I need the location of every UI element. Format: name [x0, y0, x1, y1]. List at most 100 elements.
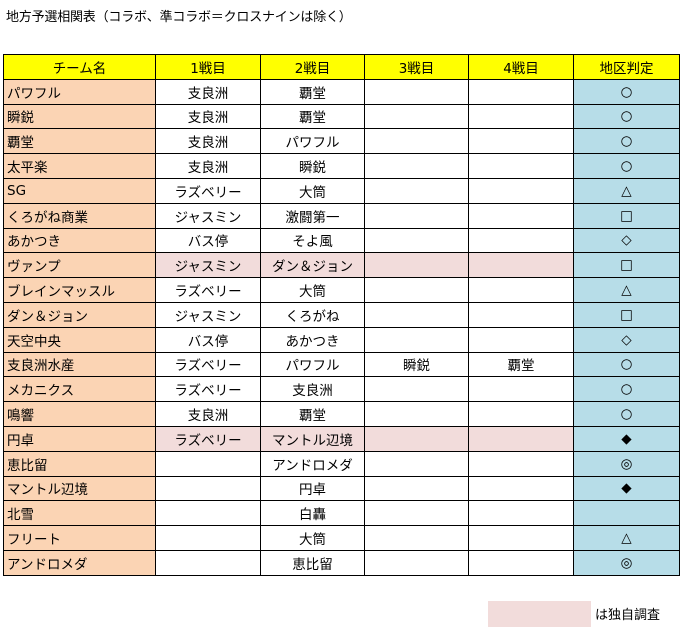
- table-row: ブレインマッスル ラズベリー 大筒 △: [3, 277, 680, 303]
- game-1-cell: [155, 450, 261, 477]
- team-name-cell: フリート: [3, 525, 156, 551]
- table-row: 天空中央 バス停 あかつき ◇: [3, 326, 680, 353]
- game-1-cell: 支良洲: [155, 401, 261, 427]
- table-row: 太平楽 支良洲 瞬鋭 ○: [3, 153, 680, 179]
- table-row: SG ラズベリー 大筒 △: [3, 177, 680, 204]
- game-1-cell: ジャスミン: [155, 202, 261, 229]
- table-body: パワフル 支良洲 覇堂 ○ 瞬鋭 支良洲 覇堂 ○ 覇堂 支良洲 パワフル ○ 太平楽 支良洲 瞬鋭 ○ SG ラ…: [3, 78, 680, 576]
- game-1-cell: ラズベリー: [155, 277, 261, 303]
- district-judgement-cell: ○: [573, 78, 680, 105]
- game-1-cell: バス停: [155, 227, 261, 254]
- game-2-cell: そよ風: [260, 227, 365, 254]
- district-judgement-cell: △: [573, 277, 680, 303]
- game-2-cell: マントル辺境: [260, 425, 365, 452]
- game-3-cell: [364, 78, 469, 105]
- game-3-cell: [364, 301, 469, 328]
- table-row: ヴァンプ ジャスミン ダン＆ジョン □: [3, 252, 680, 279]
- game-3-cell: [364, 326, 469, 353]
- game-1-cell: ラズベリー: [155, 425, 261, 452]
- game-1-cell: [155, 549, 261, 576]
- game-3-cell: [364, 525, 469, 551]
- table-row: 北雪 白轟: [3, 500, 680, 527]
- game-3-cell: [364, 376, 469, 403]
- game-4-cell: [468, 326, 574, 353]
- header-game-3: 3戦目: [364, 54, 469, 80]
- table-row: パワフル 支良洲 覇堂 ○: [3, 78, 680, 105]
- game-4-cell: [468, 252, 574, 279]
- game-2-cell: 大筒: [260, 277, 365, 303]
- game-4-cell: [468, 450, 574, 477]
- district-judgement-cell: □: [573, 301, 680, 328]
- district-judgement-cell: ◇: [573, 227, 680, 254]
- game-1-cell: 支良洲: [155, 128, 261, 155]
- table-row: 支良洲水産 ラズベリー パワフル 瞬鋭 覇堂 ○: [3, 351, 680, 378]
- game-1-cell: 支良洲: [155, 153, 261, 179]
- header-row: チーム名 1戦目 2戦目 3戦目 4戦目 地区判定: [3, 54, 680, 80]
- team-name-cell: 支良洲水産: [3, 351, 156, 378]
- team-name-cell: メカニクス: [3, 376, 156, 403]
- team-name-cell: 覇堂: [3, 128, 156, 155]
- header-game-4: 4戦目: [468, 54, 574, 80]
- game-4-cell: [468, 301, 574, 328]
- game-3-cell: [364, 202, 469, 229]
- game-2-cell: パワフル: [260, 351, 365, 378]
- team-name-cell: 北雪: [3, 500, 156, 527]
- header-game-2: 2戦目: [260, 54, 365, 80]
- game-2-cell: 円卓: [260, 475, 365, 502]
- game-4-cell: 覇堂: [468, 351, 574, 378]
- game-2-cell: ダン＆ジョン: [260, 252, 365, 279]
- team-name-cell: SG: [3, 177, 156, 204]
- game-4-cell: [468, 153, 574, 179]
- game-4-cell: [468, 500, 574, 527]
- legend-swatch: [488, 601, 591, 627]
- legend-text: は独自調査: [595, 608, 661, 623]
- game-2-cell: 白轟: [260, 500, 365, 527]
- team-name-cell: 瞬鋭: [3, 103, 156, 130]
- game-1-cell: [155, 525, 261, 551]
- district-judgement-cell: ◎: [573, 450, 680, 477]
- team-name-cell: 鳴響: [3, 401, 156, 427]
- district-judgement-cell: □: [573, 202, 680, 229]
- team-name-cell: 天空中央: [3, 326, 156, 353]
- game-4-cell: [468, 128, 574, 155]
- table-row: メカニクス ラズベリー 支良洲 ○: [3, 376, 680, 403]
- game-1-cell: ラズベリー: [155, 177, 261, 204]
- district-judgement-cell: △: [573, 525, 680, 551]
- header-team-name: チーム名: [3, 54, 156, 80]
- game-4-cell: [468, 475, 574, 502]
- team-name-cell: 太平楽: [3, 153, 156, 179]
- district-judgement-cell: ○: [573, 153, 680, 179]
- district-judgement-cell: △: [573, 177, 680, 204]
- table-row: フリート 大筒 △: [3, 525, 680, 551]
- district-judgement-cell: ◇: [573, 326, 680, 353]
- table-row: ダン＆ジョン ジャスミン くろがね □: [3, 301, 680, 328]
- game-3-cell: [364, 425, 469, 452]
- game-2-cell: 瞬鋭: [260, 153, 365, 179]
- game-4-cell: [468, 525, 574, 551]
- game-4-cell: [468, 202, 574, 229]
- district-judgement-cell: ○: [573, 351, 680, 378]
- team-name-cell: ヴァンプ: [3, 252, 156, 279]
- table-row: 覇堂 支良洲 パワフル ○: [3, 128, 680, 155]
- game-2-cell: パワフル: [260, 128, 365, 155]
- table-row: 瞬鋭 支良洲 覇堂 ○: [3, 103, 680, 130]
- team-name-cell: くろがね商業: [3, 202, 156, 229]
- game-2-cell: 支良洲: [260, 376, 365, 403]
- team-name-cell: ブレインマッスル: [3, 277, 156, 303]
- game-2-cell: 覇堂: [260, 401, 365, 427]
- table-row: 鳴響 支良洲 覇堂 ○: [3, 401, 680, 427]
- game-3-cell: 瞬鋭: [364, 351, 469, 378]
- game-3-cell: [364, 252, 469, 279]
- game-2-cell: 覇堂: [260, 103, 365, 130]
- game-1-cell: ジャスミン: [155, 252, 261, 279]
- table-row: アンドロメダ 恵比留 ◎: [3, 549, 680, 576]
- team-name-cell: 恵比留: [3, 450, 156, 477]
- game-1-cell: 支良洲: [155, 103, 261, 130]
- game-4-cell: [468, 78, 574, 105]
- game-3-cell: [364, 177, 469, 204]
- game-2-cell: あかつき: [260, 326, 365, 353]
- table-row: 恵比留 アンドロメダ ◎: [3, 450, 680, 477]
- game-1-cell: 支良洲: [155, 78, 261, 105]
- game-1-cell: ラズベリー: [155, 351, 261, 378]
- game-4-cell: [468, 177, 574, 204]
